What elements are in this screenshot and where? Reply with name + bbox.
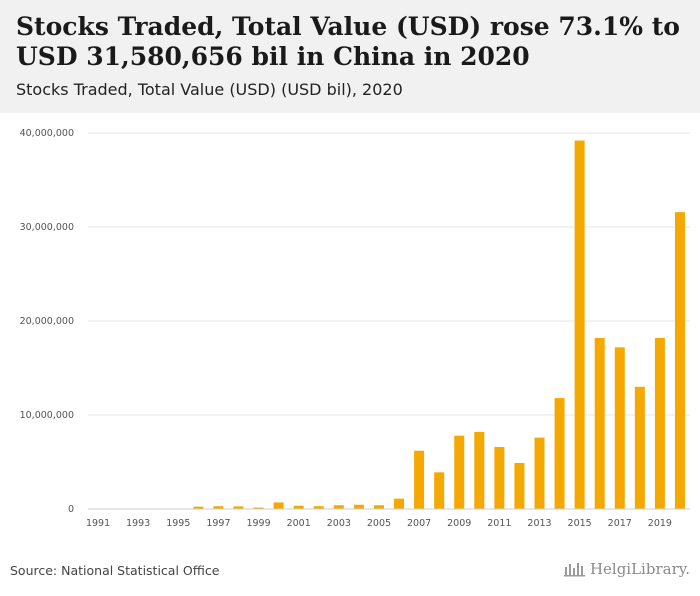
y-tick-label: 30,000,000: [20, 222, 74, 233]
x-tick-label: 2009: [447, 518, 471, 529]
header-panel: Stocks Traded, Total Value (USD) rose 73…: [0, 0, 700, 113]
bar-2005: [373, 505, 384, 509]
grid-lines: [88, 132, 690, 416]
page-title: Stocks Traded, Total Value (USD) rose 73…: [16, 12, 680, 71]
bar-2006: [394, 498, 405, 509]
bar-2011: [494, 446, 505, 509]
page-subtitle: Stocks Traded, Total Value (USD) (USD bi…: [16, 80, 403, 99]
x-tick-label: 2011: [487, 518, 511, 529]
bar-1996: [193, 506, 204, 509]
bar-2017: [614, 347, 625, 509]
bar-2016: [594, 337, 605, 509]
x-tick-label: 1995: [166, 518, 190, 529]
x-tick-label: 1997: [206, 518, 230, 529]
bar-2019: [654, 337, 665, 509]
bar-chart: 0 10,000,000 20,000,000 30,000,000 40,000,00…: [20, 128, 690, 529]
y-tick-label: 0: [68, 504, 74, 515]
bar-2003: [333, 505, 344, 509]
bar-2012: [514, 462, 525, 509]
x-tick-label: 2015: [568, 518, 592, 529]
logo-text: HelgiLibrary.: [589, 560, 690, 578]
x-tick-label: 2013: [527, 518, 551, 529]
bar-2008: [434, 472, 445, 509]
bar-2009: [454, 435, 465, 509]
x-tick-label: 2005: [367, 518, 391, 529]
source-note: Source: National Statistical Office: [10, 563, 220, 578]
x-tick-label: 2017: [608, 518, 632, 529]
bar-1999: [253, 507, 264, 509]
x-tick-label: 2019: [648, 518, 672, 529]
bars: [193, 140, 685, 509]
bar-2000: [273, 502, 284, 509]
bar-2018: [634, 386, 645, 509]
bar-2015: [574, 140, 585, 509]
library-icon: [563, 563, 585, 577]
x-tick-label: 1993: [126, 518, 150, 529]
x-tick-label: 2001: [287, 518, 311, 529]
bar-2013: [534, 437, 545, 509]
bar-2007: [414, 450, 425, 509]
x-tick-label: 2003: [327, 518, 351, 529]
y-tick-label: 10,000,000: [20, 410, 74, 421]
helgilibrary-logo: HelgiLibrary.: [563, 560, 690, 578]
bar-2010: [474, 431, 485, 509]
bar-2001: [293, 505, 304, 509]
x-tick-label: 2007: [407, 518, 431, 529]
y-axis-labels: 0 10,000,000 20,000,000 30,000,000 40,000,00…: [20, 128, 74, 515]
bar-2020: [674, 212, 685, 509]
y-tick-label: 40,000,000: [20, 128, 74, 139]
x-axis-labels: 1991 1993 1995 1997 1999 2001 2003 2005 2007 2009…: [86, 518, 672, 529]
bar-2014: [554, 398, 565, 509]
bar-2004: [353, 504, 364, 509]
x-tick-label: 1999: [246, 518, 270, 529]
y-tick-label: 20,000,000: [20, 316, 74, 327]
bar-1998: [233, 506, 244, 509]
x-tick-label: 1991: [86, 518, 110, 529]
bar-1997: [213, 506, 224, 509]
bar-2002: [313, 506, 324, 509]
